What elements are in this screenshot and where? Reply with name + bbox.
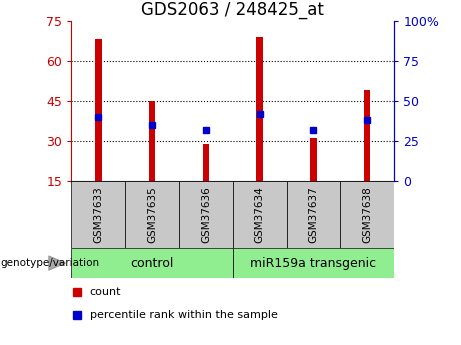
Text: GSM37636: GSM37636: [201, 187, 211, 243]
Bar: [233, 248, 394, 278]
Text: GSM37633: GSM37633: [93, 187, 103, 243]
Bar: [287, 181, 340, 248]
Bar: [203, 144, 209, 181]
Bar: [125, 181, 179, 248]
Bar: [256, 37, 263, 181]
Bar: [71, 181, 125, 248]
Bar: [179, 181, 233, 248]
Text: percentile rank within the sample: percentile rank within the sample: [89, 310, 278, 320]
Text: count: count: [89, 287, 121, 297]
Text: GSM37634: GSM37634: [254, 187, 265, 243]
Bar: [71, 248, 233, 278]
Polygon shape: [49, 256, 65, 270]
Text: GSM37635: GSM37635: [147, 187, 157, 243]
Text: GSM37638: GSM37638: [362, 187, 372, 243]
Text: miR159a transgenic: miR159a transgenic: [250, 257, 377, 269]
Text: control: control: [130, 257, 174, 269]
Text: GSM37637: GSM37637: [308, 187, 319, 243]
Bar: [340, 181, 394, 248]
Bar: [149, 101, 155, 181]
Title: GDS2063 / 248425_at: GDS2063 / 248425_at: [142, 1, 324, 19]
Bar: [364, 90, 371, 181]
Bar: [310, 138, 317, 181]
Text: genotype/variation: genotype/variation: [0, 258, 99, 268]
Bar: [233, 181, 287, 248]
Bar: [95, 39, 101, 181]
